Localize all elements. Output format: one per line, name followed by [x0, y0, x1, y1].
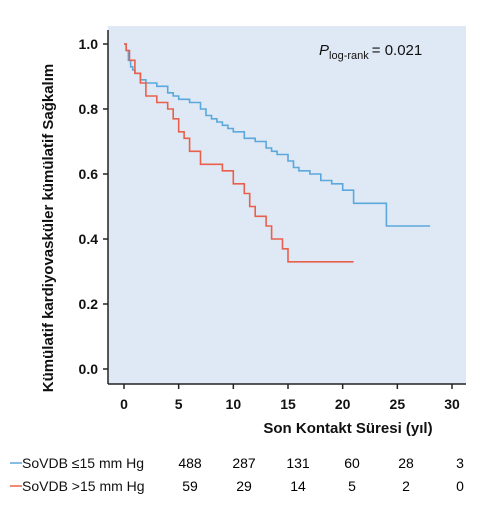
risk-count: 0	[456, 478, 464, 494]
risk-count: 287	[232, 455, 256, 471]
risk-row-label: SoVDB >15 mm Hg	[22, 478, 145, 494]
x-tick-label: 20	[335, 396, 351, 412]
risk-count: 5	[348, 478, 356, 494]
risk-count: 59	[182, 478, 198, 494]
risk-count: 29	[236, 478, 252, 494]
axes: 0.0 0.2 0.4 0.6 0.8 1.0 0 5 10 15 20 25 30	[79, 30, 466, 412]
x-tick-label: 30	[444, 396, 460, 412]
y-axis-label: Kümülatif kardiyovasküler kümülatif Sağk…	[40, 64, 57, 392]
risk-count: 131	[286, 455, 310, 471]
risk-table: SoVDB ≤15 mm Hg 488 287 131 60 28 3 SoVD…	[10, 455, 464, 494]
x-tick-label: 15	[280, 396, 296, 412]
risk-count: 2	[402, 478, 410, 494]
x-tick-label: 10	[226, 396, 242, 412]
risk-count: 28	[398, 455, 414, 471]
y-tick-label: 0.8	[79, 101, 99, 117]
risk-count: 14	[290, 478, 306, 494]
series-line-high-pressure	[124, 43, 354, 263]
risk-count: 60	[344, 455, 360, 471]
risk-row: SoVDB >15 mm Hg 59 29 14 5 2 0	[10, 478, 464, 494]
p-value: = 0.021	[372, 42, 422, 59]
risk-count: 488	[178, 455, 202, 471]
y-tick-label: 0.2	[79, 296, 99, 312]
y-tick-label: 0.0	[79, 361, 99, 377]
risk-row-label: SoVDB ≤15 mm Hg	[22, 455, 144, 471]
plot-background	[108, 26, 466, 384]
risk-row: SoVDB ≤15 mm Hg 488 287 131 60 28 3	[10, 455, 464, 471]
risk-count: 3	[456, 455, 464, 471]
p-subscript: log-rank	[329, 50, 369, 62]
chart-labels: Kümülatif kardiyovasküler kümülatif Sağk…	[40, 42, 433, 437]
x-tick-label: 5	[175, 396, 183, 412]
x-axis-label: Son Kontakt Süresi (yıl)	[263, 420, 432, 437]
y-tick-label: 0.4	[79, 231, 99, 247]
survival-curves	[124, 43, 431, 263]
x-tick-label: 0	[120, 396, 128, 412]
y-tick-label: 1.0	[79, 36, 99, 52]
p-symbol: P	[319, 42, 329, 59]
y-tick-label: 0.6	[79, 166, 99, 182]
x-tick-label: 25	[390, 396, 406, 412]
p-value-annotation: Plog-rank = 0.021	[319, 42, 422, 62]
